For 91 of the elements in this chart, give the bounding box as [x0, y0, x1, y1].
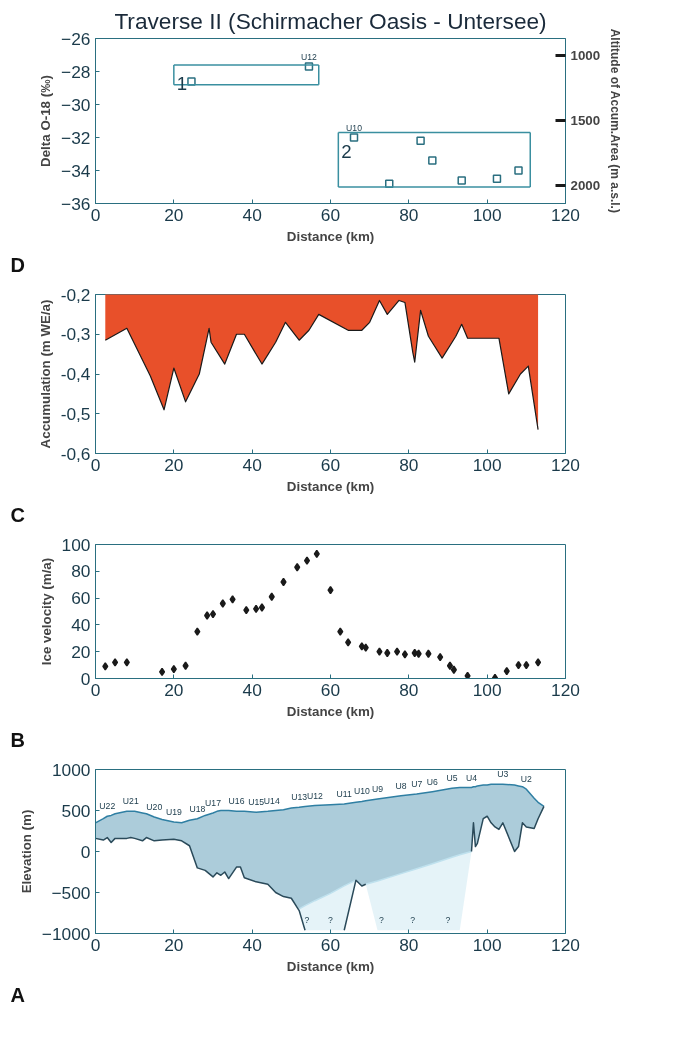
- annotation: U10: [353, 786, 370, 797]
- y-tick-label: -0,5: [60, 403, 91, 424]
- annotation: ?: [379, 915, 385, 926]
- x-tick-label: 80: [399, 679, 419, 700]
- annotation: U10: [346, 122, 363, 133]
- annotation: U22: [99, 801, 116, 812]
- chart-title: Traverse II (Schirmacher Oasis - Untersee): [114, 7, 547, 34]
- y-tick-label: 40: [71, 614, 91, 635]
- annotation: U16: [228, 796, 245, 807]
- annotation: U5: [446, 773, 458, 784]
- y2-tick-label: 1000: [570, 47, 601, 63]
- x-tick-label: 20: [164, 204, 184, 225]
- y-tick-label: 100: [61, 534, 91, 555]
- y2-tick-label: 1500: [570, 112, 601, 128]
- x-tick-label: 60: [320, 204, 341, 225]
- x-axis-title: Distance (km): [286, 478, 375, 494]
- annotation: U2: [520, 774, 533, 785]
- x-tick-label: 40: [242, 454, 262, 475]
- annotation: U15: [248, 797, 265, 808]
- y-tick-label: −30: [61, 94, 91, 115]
- x-tick-label: 80: [399, 454, 419, 475]
- y-axis-title: Ice velocity (m/a): [38, 557, 54, 666]
- annotation: U6: [426, 776, 439, 787]
- annotation: U12: [301, 51, 318, 62]
- y-tick-label: 20: [71, 641, 91, 662]
- y-axis-title: Elevation (m): [18, 809, 34, 894]
- y-tick-label: −1000: [41, 923, 91, 944]
- x-tick-label: 20: [164, 934, 184, 955]
- y2-tick-label: 2000: [570, 177, 601, 193]
- annotation: U21: [122, 796, 139, 807]
- y-tick-label: -0,6: [60, 443, 91, 464]
- y-tick-label: 60: [71, 588, 91, 609]
- annotation: ?: [445, 915, 451, 926]
- x-tick-label: 20: [164, 454, 184, 475]
- annotation: ?: [410, 915, 416, 926]
- annotation: U17: [205, 797, 222, 808]
- annotation: U20: [146, 802, 163, 813]
- annotation: U8: [395, 780, 407, 791]
- text: C: [10, 503, 25, 526]
- y-tick-label: 80: [71, 561, 91, 582]
- x-tick-label: 100: [472, 679, 502, 700]
- y2-axis-title: Altitude of Accum.Area (m a.s.l.): [608, 28, 623, 213]
- annotation: U3: [497, 769, 509, 780]
- y-tick-label: 1000: [51, 759, 91, 780]
- x-tick-label: 20: [164, 679, 184, 700]
- annotation: U14: [263, 795, 280, 806]
- y-tick-label: -0,4: [60, 364, 91, 384]
- annotation: U7: [411, 779, 423, 790]
- y-tick-label: -0,3: [60, 324, 91, 345]
- y-axis-title: Delta O-18 (‰): [38, 75, 54, 167]
- x-tick-label: 120: [551, 454, 580, 475]
- series-label: 2: [341, 140, 352, 162]
- x-tick-label: 80: [399, 204, 419, 225]
- x-tick-label: 40: [242, 934, 262, 955]
- x-tick-label: 80: [399, 934, 419, 955]
- x-tick-label: 100: [472, 934, 502, 955]
- text: B: [10, 728, 25, 751]
- x-tick-label: 100: [472, 454, 502, 475]
- x-tick-label: 40: [242, 204, 262, 225]
- text: A: [10, 983, 25, 1006]
- y-tick-label: -0,2: [60, 284, 91, 305]
- x-tick-label: 40: [242, 679, 262, 700]
- annotation: U4: [465, 772, 478, 783]
- y-tick-label: −34: [61, 160, 91, 181]
- x-tick-label: 60: [320, 454, 341, 475]
- x-tick-label: 100: [472, 204, 502, 225]
- x-tick-label: 120: [551, 679, 580, 700]
- x-tick-label: 60: [320, 934, 341, 955]
- annotation: U19: [165, 806, 182, 817]
- y-tick-label: −32: [61, 127, 91, 148]
- annotation: U18: [189, 803, 206, 814]
- y-tick-label: −28: [61, 61, 91, 82]
- x-tick-label: 60: [320, 679, 341, 700]
- x-axis-title: Distance (km): [286, 958, 375, 974]
- y-tick-label: 0: [80, 841, 91, 862]
- annotation: U12: [306, 790, 323, 801]
- annotation: U13: [291, 792, 308, 803]
- y-tick-label: −500: [51, 882, 91, 903]
- y-axis-title: Accumulation (m WE/a): [37, 299, 53, 449]
- annotation: U9: [371, 784, 384, 795]
- annotation: U11: [336, 788, 353, 799]
- x-axis-title: Distance (km): [286, 703, 375, 719]
- y-tick-label: −26: [61, 28, 91, 49]
- annotation: ?: [304, 915, 310, 926]
- y-tick-label: −36: [61, 193, 91, 214]
- x-tick-label: 120: [551, 934, 580, 955]
- annotation: ?: [328, 915, 334, 926]
- x-tick-label: 120: [551, 204, 580, 225]
- text: D: [10, 253, 25, 276]
- x-axis-title: Distance (km): [286, 228, 375, 244]
- y-tick-label: 500: [61, 800, 91, 821]
